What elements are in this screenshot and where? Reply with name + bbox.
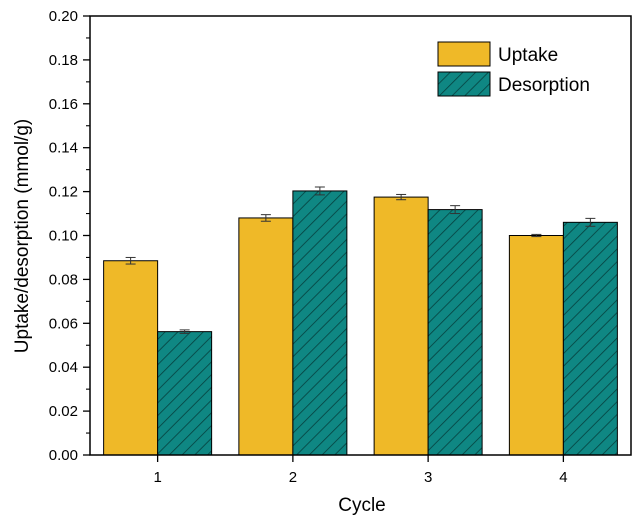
y-tick-label: 0.14 (49, 140, 78, 157)
legend-label-desorption: Desorption (498, 75, 590, 96)
axes-layer: 0.00 0.02 0.04 0.06 0.08 0.10 0.12 0.14 0.16 0.18… (49, 8, 632, 486)
bar-uptake-cycle-1 (103, 260, 159, 456)
bar-desorption-cycle-4 (562, 221, 618, 456)
bar-uptake-cycle-3 (373, 196, 429, 456)
bar-uptake-cycle-4 (508, 235, 564, 456)
x-tick-label: 1 (153, 469, 161, 486)
y-tick-label: 0.04 (49, 359, 78, 376)
y-tick-label: 0.02 (49, 403, 78, 420)
y-tick-label: 0.06 (49, 315, 78, 332)
y-tick-label: 0.00 (49, 447, 78, 464)
legend-swatch-desorption (437, 71, 491, 97)
legend-label-uptake: Uptake (498, 45, 558, 66)
x-tick-label: 4 (559, 469, 567, 486)
y-tick-label: 0.18 (49, 52, 78, 69)
bar-desorption-cycle-1 (157, 331, 213, 456)
y-tick-label: 0.10 (49, 228, 78, 245)
y-tick-label: 0.08 (49, 271, 78, 288)
bar-uptake-cycle-2 (238, 217, 294, 456)
bar-desorption-cycle-2 (292, 190, 348, 456)
legend-swatch-uptake (437, 41, 491, 67)
y-tick-label: 0.16 (49, 96, 78, 113)
bars-layer (103, 186, 618, 456)
bar-desorption-cycle-3 (427, 209, 483, 456)
y-tick-label: 0.12 (49, 184, 78, 201)
x-axis-title: Cycle (338, 495, 386, 516)
y-axis-title: Uptake/desorption (mmol/g) (12, 119, 33, 353)
y-tick-label: 0.20 (49, 8, 78, 25)
x-tick-label: 3 (424, 469, 432, 486)
legend: Uptake Desorption (437, 41, 590, 97)
x-tick-label: 2 (289, 469, 297, 486)
